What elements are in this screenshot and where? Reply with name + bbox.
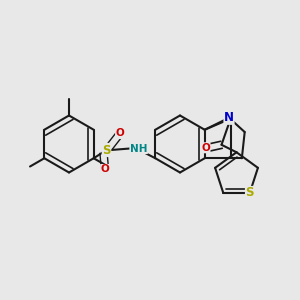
Text: S: S bbox=[102, 143, 111, 157]
Text: NH: NH bbox=[130, 143, 147, 154]
Text: S: S bbox=[245, 187, 254, 200]
Text: O: O bbox=[100, 164, 109, 175]
Text: O: O bbox=[201, 143, 210, 153]
Text: O: O bbox=[116, 128, 124, 139]
Text: N: N bbox=[224, 111, 234, 124]
